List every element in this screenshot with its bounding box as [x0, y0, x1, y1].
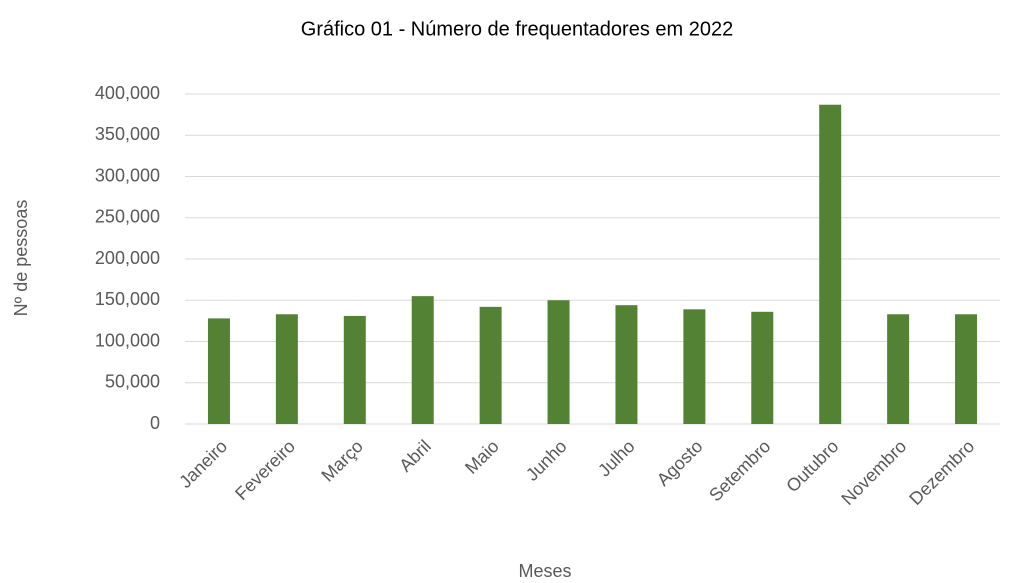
y-tick-label: 350,000 [95, 124, 160, 144]
x-tick-label: Outubro [782, 436, 842, 496]
y-tick-label: 400,000 [95, 83, 160, 103]
bar [207, 318, 230, 424]
bar [955, 314, 978, 424]
x-tick-label: Agosto [653, 436, 707, 490]
bar [275, 314, 298, 424]
y-tick-label: 300,000 [95, 165, 160, 185]
y-tick-label: 200,000 [95, 248, 160, 268]
bar [411, 296, 434, 424]
y-tick-label: 150,000 [95, 289, 160, 309]
bar [615, 305, 638, 424]
y-tick-label: 50,000 [105, 372, 160, 392]
x-tick-label: Junho [522, 436, 571, 485]
x-tick-label: Julho [594, 436, 639, 481]
y-axis-label: Nº de pessoas [11, 200, 31, 317]
bar [479, 306, 502, 424]
y-tick-label: 0 [150, 413, 160, 433]
x-tick-label: Setembro [705, 436, 774, 505]
x-tick-label: Novembro [837, 436, 910, 509]
bar [547, 300, 570, 424]
y-tick-label: 100,000 [95, 330, 160, 350]
bar [683, 309, 706, 424]
bar [343, 315, 366, 424]
bar [819, 104, 842, 424]
y-tick-label: 250,000 [95, 207, 160, 227]
x-tick-label: Maio [461, 436, 503, 478]
chart-title: Gráfico 01 - Número de frequentadores em… [301, 18, 733, 40]
x-tick-label: Janeiro [175, 436, 231, 492]
x-tick-label: Março [317, 436, 367, 486]
x-tick-label: Dezembro [905, 436, 978, 509]
x-tick-label: Abril [395, 436, 435, 476]
bar [751, 311, 774, 424]
x-axis-label: Meses [518, 561, 571, 581]
bar [887, 314, 910, 424]
x-tick-label: Fevereiro [231, 436, 299, 504]
